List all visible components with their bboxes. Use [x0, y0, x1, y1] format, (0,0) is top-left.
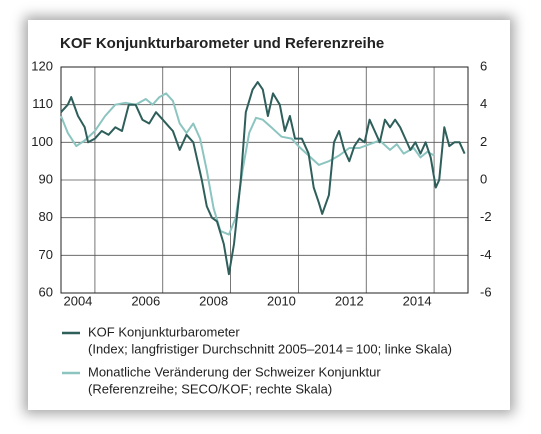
x-tick-label: 2006 — [131, 293, 160, 308]
series-line — [60, 92, 435, 236]
y2-tick-label: 2 — [480, 134, 487, 149]
x-tick-label: 2010 — [267, 293, 296, 308]
y2-tick-label: 0 — [480, 171, 487, 186]
x-tick-label: 2014 — [403, 293, 432, 308]
chart-title: KOF Konjunkturbarometer und Referenzreih… — [60, 35, 384, 52]
y2-tick-label: 6 — [480, 58, 487, 73]
x-tick-label: 2004 — [63, 293, 92, 308]
y-tick-label: 100 — [31, 134, 53, 149]
x-tick-label: 2012 — [335, 293, 364, 308]
y-tick-label: 110 — [32, 96, 53, 111]
legend-label: KOF Konjunkturbarometer — [88, 324, 240, 339]
y2-tick-label: -6 — [480, 284, 492, 299]
x-tick-label: 2008 — [199, 293, 228, 308]
y2-tick-label: 4 — [480, 96, 487, 111]
y2-tick-label: -2 — [480, 209, 492, 224]
y-tick-label: 80 — [39, 209, 53, 224]
y-tick-label: 70 — [39, 247, 53, 262]
y-tick-label: 60 — [39, 284, 53, 299]
legend-label: Monatliche Veränderung der Schweizer Kon… — [88, 364, 381, 379]
y-tick-label: 120 — [31, 58, 53, 73]
plot-frame — [60, 66, 469, 294]
legend-description: (Index; langfristiger Durchschnitt 2005–… — [88, 341, 452, 356]
card — [28, 20, 510, 410]
legend-description: (Referenzreihe; SECO/KOF; rechte Skala) — [88, 381, 332, 396]
y-tick-label: 90 — [39, 171, 53, 186]
series-line — [60, 81, 466, 276]
y2-tick-label: -4 — [480, 247, 492, 262]
